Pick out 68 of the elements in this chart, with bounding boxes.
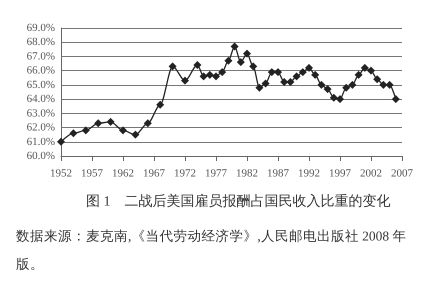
x-tick-label: 1992 — [298, 168, 320, 180]
x-tick-label: 1957 — [81, 168, 104, 180]
y-tick-label: 66.0% — [26, 64, 55, 77]
point — [274, 68, 282, 76]
point — [354, 70, 363, 79]
point — [69, 129, 78, 138]
y-tick-label: 68.0% — [26, 36, 55, 48]
point — [330, 94, 338, 102]
point — [224, 56, 232, 65]
x-tick-label: 1972 — [174, 168, 196, 180]
point — [230, 42, 239, 50]
point — [379, 80, 388, 89]
x-tick-label: 2002 — [360, 168, 382, 180]
y-tick-label: 62.0% — [26, 122, 55, 134]
point — [298, 68, 307, 76]
point — [200, 72, 208, 80]
point — [255, 84, 264, 92]
point — [168, 62, 177, 70]
y-tick-label: 61.0% — [26, 136, 55, 148]
point — [305, 64, 313, 72]
point — [367, 66, 375, 75]
point — [156, 100, 164, 109]
point — [286, 78, 294, 86]
point — [218, 68, 226, 76]
point — [336, 95, 344, 104]
point — [386, 80, 394, 89]
point — [268, 68, 276, 76]
point — [82, 126, 90, 134]
point — [280, 78, 288, 86]
point — [249, 62, 258, 70]
point — [292, 72, 301, 80]
x-tick-label: 1967 — [143, 168, 166, 180]
point — [311, 70, 320, 79]
x-tick-label: 1982 — [236, 168, 258, 180]
point — [373, 75, 382, 84]
point — [324, 85, 332, 94]
x-tick-label: 1977 — [205, 168, 228, 180]
x-tick-label: 1997 — [329, 168, 352, 180]
point — [360, 64, 369, 72]
point — [392, 95, 400, 104]
y-tick-label: 60.0% — [26, 150, 55, 162]
source-note: 数据来源：麦克南,《当代劳动经济学》,人民邮电出版社 2008 年版。 — [16, 228, 406, 272]
y-tick-label: 65.0% — [26, 78, 55, 91]
point — [57, 138, 65, 146]
point — [262, 79, 270, 88]
x-tick-label: 2007 — [391, 168, 414, 180]
point — [144, 119, 152, 128]
point — [317, 80, 326, 89]
point — [243, 50, 251, 58]
y-tick-label: 67.0% — [26, 50, 55, 62]
y-tick-label: 69.0% — [26, 22, 55, 34]
point — [94, 119, 102, 128]
y-tick-label: 64.0% — [26, 93, 55, 106]
point — [236, 58, 245, 66]
point — [212, 72, 220, 80]
point — [181, 76, 189, 85]
point — [206, 70, 214, 79]
point — [106, 118, 115, 126]
x-tick-label: 1987 — [267, 168, 290, 180]
point — [131, 130, 140, 139]
point — [348, 80, 356, 89]
y-tick-label: 63.0% — [26, 107, 55, 120]
x-tick-label: 1962 — [112, 168, 134, 180]
point — [119, 126, 127, 134]
text: 图 1 二战后美国雇员报酬占国民收入比重的变化 — [86, 194, 390, 210]
x-tick-label: 1952 — [50, 168, 72, 180]
point — [342, 84, 350, 92]
point — [193, 60, 202, 69]
